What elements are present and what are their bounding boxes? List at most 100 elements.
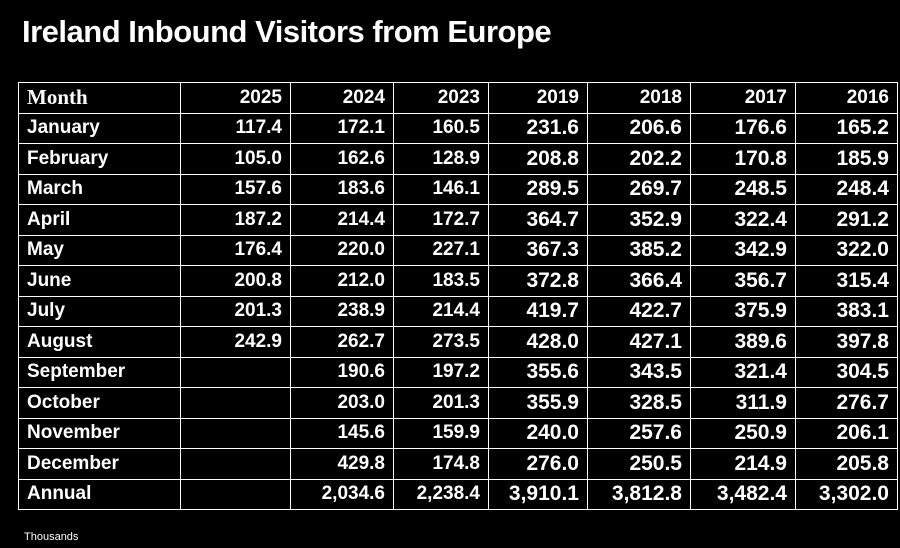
cell: 372.8 xyxy=(488,265,588,297)
cell: 419.7 xyxy=(488,295,588,327)
cell: 240.0 xyxy=(488,417,588,449)
cell: 328.5 xyxy=(587,387,691,419)
table-row: November 145.6 159.9 240.0 257.6 250.9 206.1 xyxy=(18,417,898,449)
row-label: September xyxy=(18,356,181,388)
cell: 212.0 xyxy=(290,265,394,297)
table-row: August 242.9 262.7 273.5 428.0 427.1 389.6 397.… xyxy=(18,326,898,358)
table-row: February 105.0 162.6 128.9 208.8 202.2 170.8 18… xyxy=(18,143,898,175)
table-row: May 176.4 220.0 227.1 367.3 385.2 342.9 322.0 xyxy=(18,234,898,266)
row-label: March xyxy=(18,173,181,205)
cell: 289.5 xyxy=(488,173,588,205)
cell xyxy=(180,448,291,480)
cell xyxy=(180,356,291,388)
cell: 273.5 xyxy=(393,326,489,358)
cell: 2,238.4 xyxy=(393,478,489,510)
cell: 356.7 xyxy=(690,265,796,297)
cell: 375.9 xyxy=(690,295,796,327)
cell: 190.6 xyxy=(290,356,394,388)
cell: 206.1 xyxy=(795,417,898,449)
cell: 385.2 xyxy=(587,234,691,266)
cell: 366.4 xyxy=(587,265,691,297)
row-label: August xyxy=(18,326,181,358)
cell: 146.1 xyxy=(393,173,489,205)
table-row: January 117.4 172.1 160.5 231.6 206.6 176.6 165… xyxy=(18,112,898,144)
cell: 157.6 xyxy=(180,173,291,205)
cell: 185.9 xyxy=(795,143,898,175)
cell: 355.6 xyxy=(488,356,588,388)
cell: 220.0 xyxy=(290,234,394,266)
cell: 202.2 xyxy=(587,143,691,175)
cell: 117.4 xyxy=(180,112,291,144)
cell: 397.8 xyxy=(795,326,898,358)
table-row: June 200.8 212.0 183.5 372.8 366.4 356.7 315.4 xyxy=(18,265,898,297)
header-cell: 2018 xyxy=(587,82,691,114)
header-cell: Month xyxy=(18,82,181,114)
cell: 165.2 xyxy=(795,112,898,144)
table-row: July 201.3 238.9 214.4 419.7 422.7 375.9 383.1 xyxy=(18,295,898,327)
cell xyxy=(180,387,291,419)
cell: 183.5 xyxy=(393,265,489,297)
cell: 201.3 xyxy=(180,295,291,327)
header-cell: 2023 xyxy=(393,82,489,114)
cell: 3,910.1 xyxy=(488,478,588,510)
cell: 159.9 xyxy=(393,417,489,449)
header-cell: 2019 xyxy=(488,82,588,114)
cell: 197.2 xyxy=(393,356,489,388)
row-label: February xyxy=(18,143,181,175)
row-label: October xyxy=(18,387,181,419)
cell: 383.1 xyxy=(795,295,898,327)
cell: 176.4 xyxy=(180,234,291,266)
footnote: Thousands xyxy=(24,531,79,543)
cell: 174.8 xyxy=(393,448,489,480)
cell: 160.5 xyxy=(393,112,489,144)
cell: 172.7 xyxy=(393,204,489,236)
cell: 364.7 xyxy=(488,204,588,236)
row-label: December xyxy=(18,448,181,480)
cell: 105.0 xyxy=(180,143,291,175)
row-label: June xyxy=(18,265,181,297)
cell: 203.0 xyxy=(290,387,394,419)
cell: 321.4 xyxy=(690,356,796,388)
cell: 276.7 xyxy=(795,387,898,419)
cell: 3,302.0 xyxy=(795,478,898,510)
cell: 214.4 xyxy=(393,295,489,327)
cell: 322.4 xyxy=(690,204,796,236)
cell: 172.1 xyxy=(290,112,394,144)
cell: 201.3 xyxy=(393,387,489,419)
cell: 322.0 xyxy=(795,234,898,266)
cell: 248.5 xyxy=(690,173,796,205)
cell: 291.2 xyxy=(795,204,898,236)
cell: 389.6 xyxy=(690,326,796,358)
cell: 3,482.4 xyxy=(690,478,796,510)
row-label: April xyxy=(18,204,181,236)
cell: 183.6 xyxy=(290,173,394,205)
cell: 176.6 xyxy=(690,112,796,144)
cell: 276.0 xyxy=(488,448,588,480)
cell xyxy=(180,417,291,449)
cell: 367.3 xyxy=(488,234,588,266)
cell: 428.0 xyxy=(488,326,588,358)
row-label: November xyxy=(18,417,181,449)
title: Ireland Inbound Visitors from Europe xyxy=(22,14,552,49)
cell: 304.5 xyxy=(795,356,898,388)
cell: 250.9 xyxy=(690,417,796,449)
cell: 269.7 xyxy=(587,173,691,205)
cell: 214.9 xyxy=(690,448,796,480)
cell: 214.4 xyxy=(290,204,394,236)
cell: 352.9 xyxy=(587,204,691,236)
cell: 187.2 xyxy=(180,204,291,236)
cell: 231.6 xyxy=(488,112,588,144)
cell: 162.6 xyxy=(290,143,394,175)
header-cell: 2025 xyxy=(180,82,291,114)
cell: 342.9 xyxy=(690,234,796,266)
table-row: December 429.8 174.8 276.0 250.5 214.9 205.8 xyxy=(18,448,898,480)
cell: 145.6 xyxy=(290,417,394,449)
cell: 3,812.8 xyxy=(587,478,691,510)
cell: 2,034.6 xyxy=(290,478,394,510)
cell: 311.9 xyxy=(690,387,796,419)
table-row: September 190.6 197.2 355.6 343.5 321.4 304.5 xyxy=(18,356,898,388)
cell: 315.4 xyxy=(795,265,898,297)
data-table: Month 2025 2024 2023 2019 2018 2017 2016 Januar… xyxy=(18,82,898,510)
cell xyxy=(180,478,291,510)
